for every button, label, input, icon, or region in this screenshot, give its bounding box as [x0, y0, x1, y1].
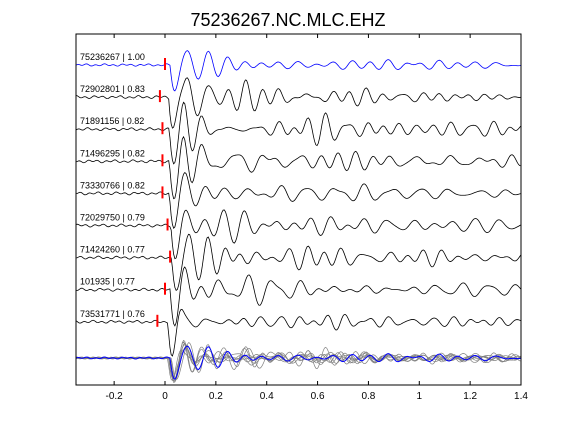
- trace-label-71891156: 71891156 | 0.82: [80, 116, 144, 126]
- trace-waveform-101935: [75, 266, 522, 327]
- trace-label-72029750: 72029750 | 0.79: [80, 213, 145, 223]
- x-tick-label: 0.2: [209, 391, 223, 402]
- trace-waveform-71891156: [75, 101, 522, 165]
- x-axis-ticks: -0.2 0 0.2 0.4 0.6 0.8 1 1.2 1.4: [106, 34, 528, 402]
- x-tick-label: 1.2: [463, 391, 477, 402]
- trace-waveform-71424260: [75, 233, 522, 292]
- x-tick-label: 0.8: [361, 391, 375, 402]
- trace-waveform-72902801: [75, 77, 522, 129]
- trace-label-72902801: 72902801 | 0.83: [80, 84, 145, 94]
- plot-axes-frame: [75, 33, 522, 386]
- chart-title: 75236267.NC.MLC.EHZ: [190, 10, 385, 30]
- trace-label-group: 75236267 | 1.00 72902801 | 0.83 71891156 |…: [80, 52, 145, 319]
- trace-label-73330766: 73330766 | 0.82: [80, 180, 145, 190]
- x-tick-label: 1: [417, 391, 423, 402]
- pick-marker-group: [156, 58, 172, 327]
- x-tick-label: 1.4: [514, 391, 528, 402]
- trace-label-73531771: 73531771 | 0.76: [80, 309, 145, 319]
- x-tick-label: 0: [162, 391, 168, 402]
- trace-label-101935: 101935 | 0.77: [80, 277, 135, 287]
- trace-waveform-75236267: [75, 50, 522, 92]
- x-tick-label: 0.6: [311, 391, 325, 402]
- trace-waveform-73330766: [75, 171, 522, 229]
- stack-overlay-group: [75, 339, 522, 383]
- stack-waveform-75236267: [75, 345, 522, 380]
- trace-label-75236267: 75236267 | 1.00: [80, 52, 145, 62]
- trace-label-71424260: 71424260 | 0.77: [80, 245, 145, 255]
- trace-group: [75, 50, 522, 357]
- trace-waveform-72029750: [75, 209, 522, 260]
- trace-waveform-73531771: [75, 308, 522, 357]
- x-tick-label: -0.2: [106, 391, 124, 402]
- trace-waveform-71496295: [75, 135, 522, 200]
- trace-label-71496295: 71496295 | 0.82: [80, 148, 145, 158]
- x-tick-label: 0.4: [260, 391, 274, 402]
